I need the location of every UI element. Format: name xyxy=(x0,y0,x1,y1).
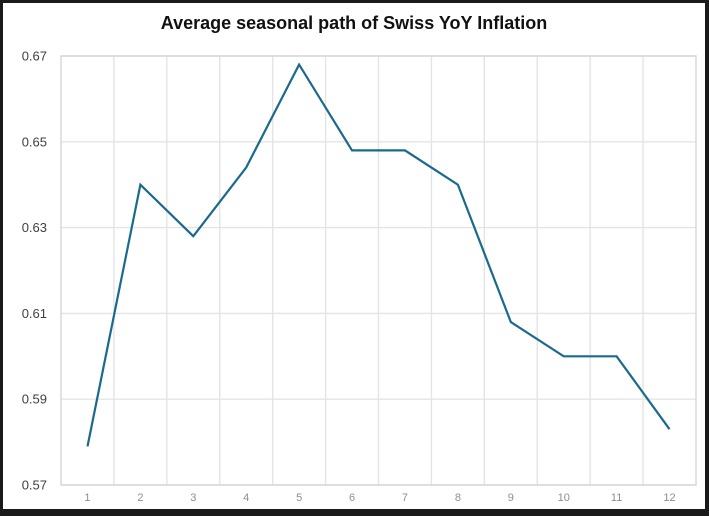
chart-title: Average seasonal path of Swiss YoY Infla… xyxy=(160,13,548,33)
gridlines xyxy=(61,55,696,486)
x-tick-label: 11 xyxy=(611,492,622,504)
y-tick-labels: 0.57 0.59 0.61 0.63 0.65 0.67 xyxy=(22,49,47,493)
x-tick-label: 3 xyxy=(190,492,196,504)
x-tick-label: 10 xyxy=(558,492,570,504)
x-tick-label: 4 xyxy=(243,492,249,504)
x-tick-label: 9 xyxy=(508,492,514,504)
y-tick-label: 0.57 xyxy=(22,478,47,493)
x-tick-label: 8 xyxy=(455,492,461,504)
x-tick-label: 12 xyxy=(663,492,675,504)
x-tick-label: 2 xyxy=(137,492,143,504)
chart-svg: 0.570.590.610.630.650.67 1 2 3 4 5 6 7 8 9 10 11 12 xyxy=(22,49,697,504)
y-tick-label: 0.59 xyxy=(22,392,47,407)
x-tick-label: 6 xyxy=(349,492,355,504)
x-tick-label: 5 xyxy=(296,492,302,504)
x-tick-labels: 1 2 3 4 5 6 7 8 9 10 11 12 xyxy=(84,492,675,504)
y-tick-label: 0.63 xyxy=(22,220,47,235)
y-tick-label: 0.65 xyxy=(22,134,47,149)
x-tick-label: 7 xyxy=(402,492,408,504)
inflation-line xyxy=(86,62,671,447)
y-tick-label: 0.67 xyxy=(22,49,47,64)
y-tick-label: 0.61 xyxy=(22,306,47,321)
plot-border xyxy=(60,55,697,486)
x-tick-label: 1 xyxy=(84,492,90,504)
